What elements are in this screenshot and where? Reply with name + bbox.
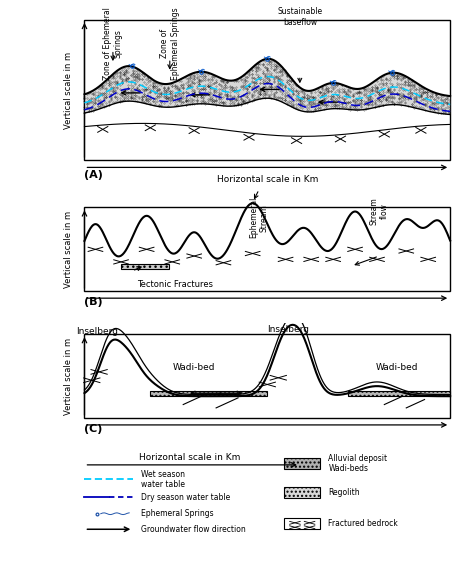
Text: (B): (B) [85, 297, 103, 307]
Text: Wadi-bed: Wadi-bed [376, 363, 418, 372]
Text: Ephemeral Springs: Ephemeral Springs [142, 509, 214, 518]
Text: Sustainable
baseflow: Sustainable baseflow [277, 7, 322, 27]
Text: Tectonic Fractures: Tectonic Fractures [137, 280, 213, 289]
Text: Horizontal scale in Km: Horizontal scale in Km [140, 453, 241, 462]
Text: Zone of Ephemeral
Springs: Zone of Ephemeral Springs [103, 7, 123, 80]
Text: Zone of
Ephemeral Springs: Zone of Ephemeral Springs [160, 7, 179, 80]
Text: Fractured bedrock: Fractured bedrock [328, 519, 398, 528]
Text: Vertical scale in m: Vertical scale in m [64, 211, 73, 288]
Text: Regolith: Regolith [328, 488, 360, 497]
Polygon shape [150, 391, 267, 396]
Text: Vertical scale in m: Vertical scale in m [64, 337, 73, 415]
Bar [283, 487, 320, 498]
Text: Wet season
water table: Wet season water table [142, 470, 185, 489]
Bar [283, 458, 320, 469]
Polygon shape [121, 264, 169, 269]
Text: Vertical scale in m: Vertical scale in m [64, 52, 73, 128]
Text: (C): (C) [85, 424, 103, 434]
Polygon shape [85, 59, 450, 114]
Text: Stream
flow: Stream flow [369, 197, 389, 225]
Text: Horizontal scale in Km: Horizontal scale in Km [217, 174, 318, 183]
Bar [283, 518, 320, 529]
Text: Alluvial deposit
Wadi-beds: Alluvial deposit Wadi-beds [328, 454, 388, 474]
Text: Ephemeral
Stream: Ephemeral Stream [249, 197, 269, 238]
Text: Inselberg: Inselberg [267, 325, 309, 334]
Text: Dry season water table: Dry season water table [142, 492, 231, 501]
Text: Wadi-bed: Wadi-bed [173, 363, 215, 372]
Polygon shape [348, 391, 450, 396]
Text: Groundwater flow direction: Groundwater flow direction [142, 525, 246, 534]
Text: (A): (A) [85, 170, 103, 180]
Text: Inselberg: Inselberg [76, 327, 118, 336]
